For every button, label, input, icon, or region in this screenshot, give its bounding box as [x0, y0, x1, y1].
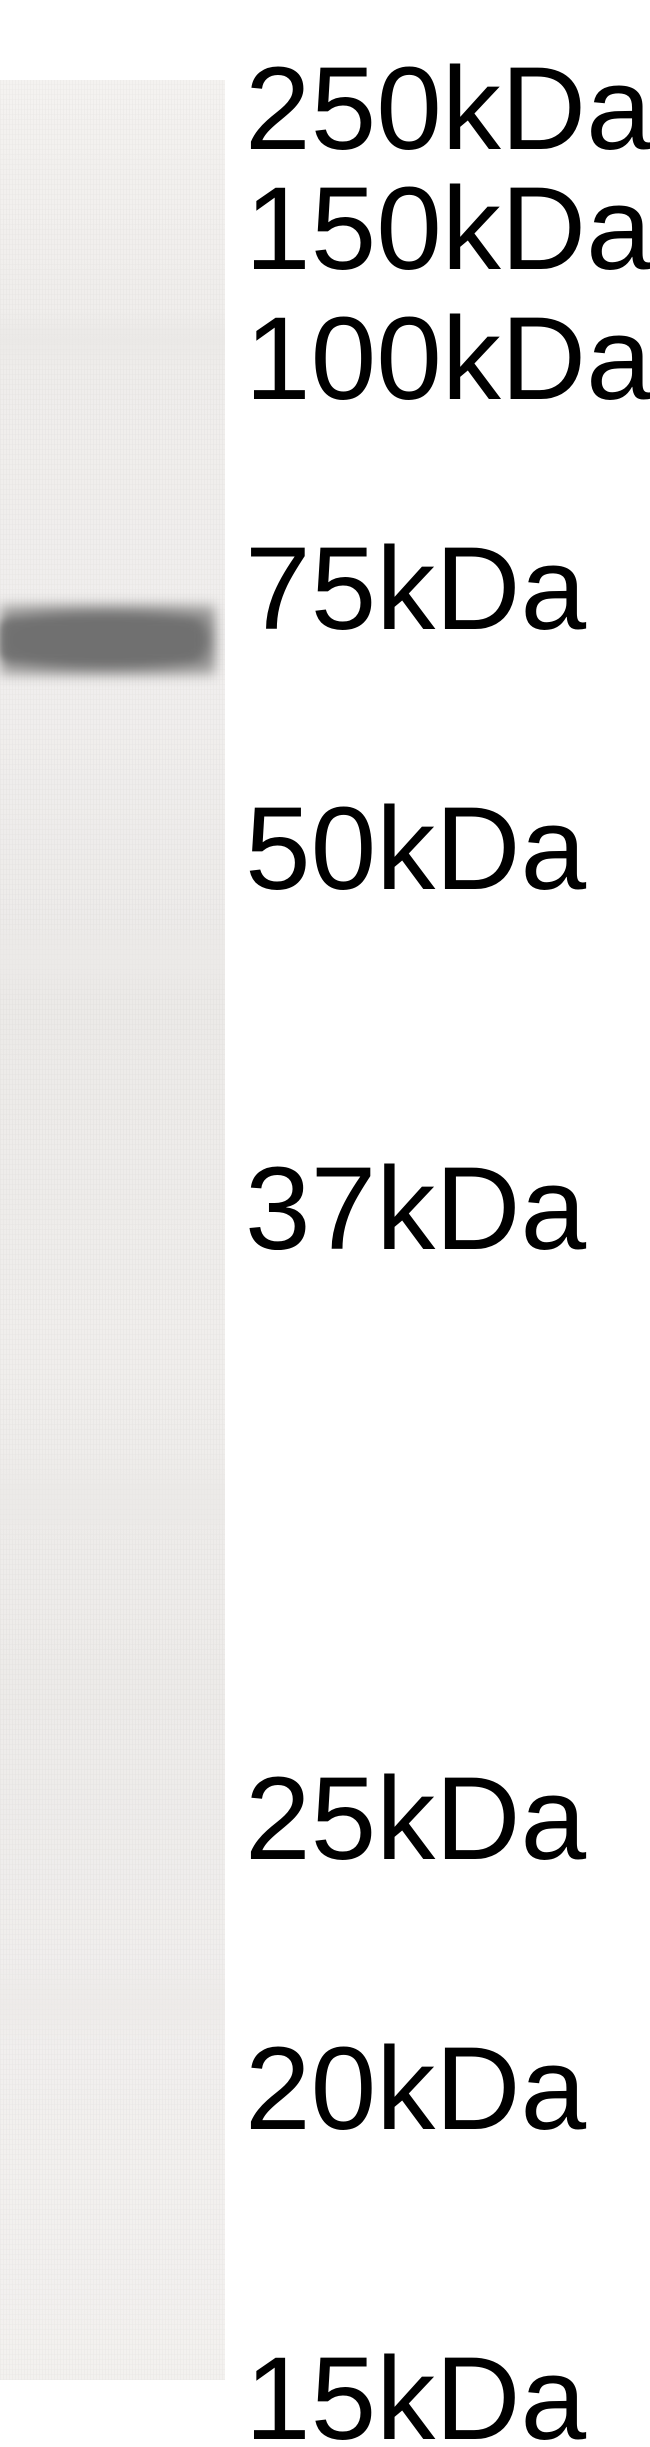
blot-lane — [0, 80, 225, 2380]
mw-label-100: 100kDa — [245, 300, 650, 418]
western-blot-figure: 250kDa150kDa 100kDa 75kDa 50kDa 37kDa 25kDa 20… — [0, 0, 650, 2447]
mw-label-150: 150kDa — [245, 170, 650, 288]
lane-smudge-3 — [0, 1960, 225, 2050]
mw-label-20: 20kDa — [245, 2030, 586, 2148]
mw-label-50: 50kDa — [245, 790, 586, 908]
lane-smudge-0 — [0, 310, 225, 370]
mw-label-75: 75kDa — [245, 530, 586, 648]
mw-label-25: 25kDa — [245, 1760, 586, 1878]
lane-smudge-2 — [0, 1450, 225, 1550]
mw-label-37: 37kDa — [245, 1150, 586, 1268]
protein-band-core — [0, 620, 200, 659]
mw-label-15: 15kDa — [245, 2340, 586, 2447]
mw-label-250: 250kDa — [245, 50, 650, 168]
lane-smudge-1 — [0, 920, 225, 1000]
